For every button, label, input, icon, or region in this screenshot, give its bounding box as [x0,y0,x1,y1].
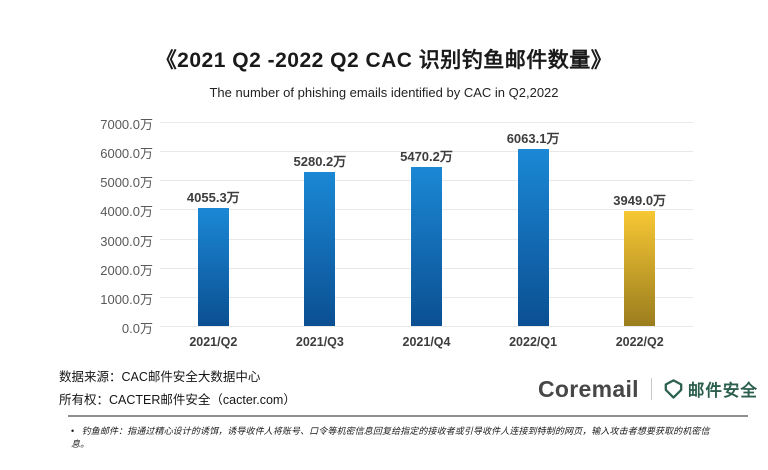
bar-2022-q1 [517,149,549,326]
bar-2022-q2 [624,210,656,326]
y-axis-tick-label: 0.0万 [121,321,153,336]
chart-title: 《2021 Q2 -2022 Q2 CAC 识别钓鱼邮件数量》 [155,49,613,72]
coremail-wordmark: Coremail [538,375,639,402]
y-axis-tick-label: 2000.0万 [100,262,153,278]
footnote-bullet: • [71,426,75,436]
bar-value-label: 3949.0万 [613,192,667,208]
gridline [160,122,693,123]
bar-2021-q3 [304,172,336,326]
x-axis-tick-label: 2021/Q4 [402,335,451,349]
footnote: • 钓鱼邮件：指通过精心设计的诱饵，诱导收件人将账号、口令等机密信息回复给指定的… [71,424,711,450]
chart-subtitle: The number of phishing emails identified… [209,85,559,100]
y-axis-tick-label: 5000.0万 [100,175,153,191]
bar-value-label: 5470.2万 [400,148,453,164]
y-axis-tick-label: 3000.0万 [100,233,153,249]
logo-divider [650,378,652,400]
bar-value-label: 5280.2万 [293,154,347,170]
gridline [160,326,693,327]
coremail-logo: Coremail 邮件安全 [538,376,758,402]
bar-value-label: 6063.1万 [506,131,560,147]
product-name: 邮件安全 [687,382,758,400]
shield-icon [663,378,684,400]
x-axis-tick-label: 2022/Q2 [615,335,664,349]
gridline [160,151,693,153]
x-axis-tick-label: 2021/Q3 [295,335,344,349]
footnote-divider [68,415,748,417]
footnote-text: 钓鱼邮件：指通过精心设计的诱饵，诱导收件人将账号、口令等机密信息回复给指定的接收… [71,426,710,449]
bar-2021-q2 [197,207,229,326]
y-axis-tick-label: 1000.0万 [100,291,153,307]
bar-value-label: 4055.3万 [186,189,240,205]
data-source-line: 数据来源：CAC邮件安全大数据中心 [59,370,261,384]
y-axis-tick-label: 7000.0万 [100,117,153,132]
y-axis-tick-label: 6000.0万 [100,146,153,162]
ownership-line: 所有权：CACTER邮件安全（cacter.com） [59,393,296,407]
bar-2021-q4 [411,166,442,326]
y-axis-tick-label: 4000.0万 [100,204,153,220]
x-axis-tick-label: 2022/Q1 [509,335,558,349]
x-axis-tick-label: 2021/Q2 [189,335,238,349]
